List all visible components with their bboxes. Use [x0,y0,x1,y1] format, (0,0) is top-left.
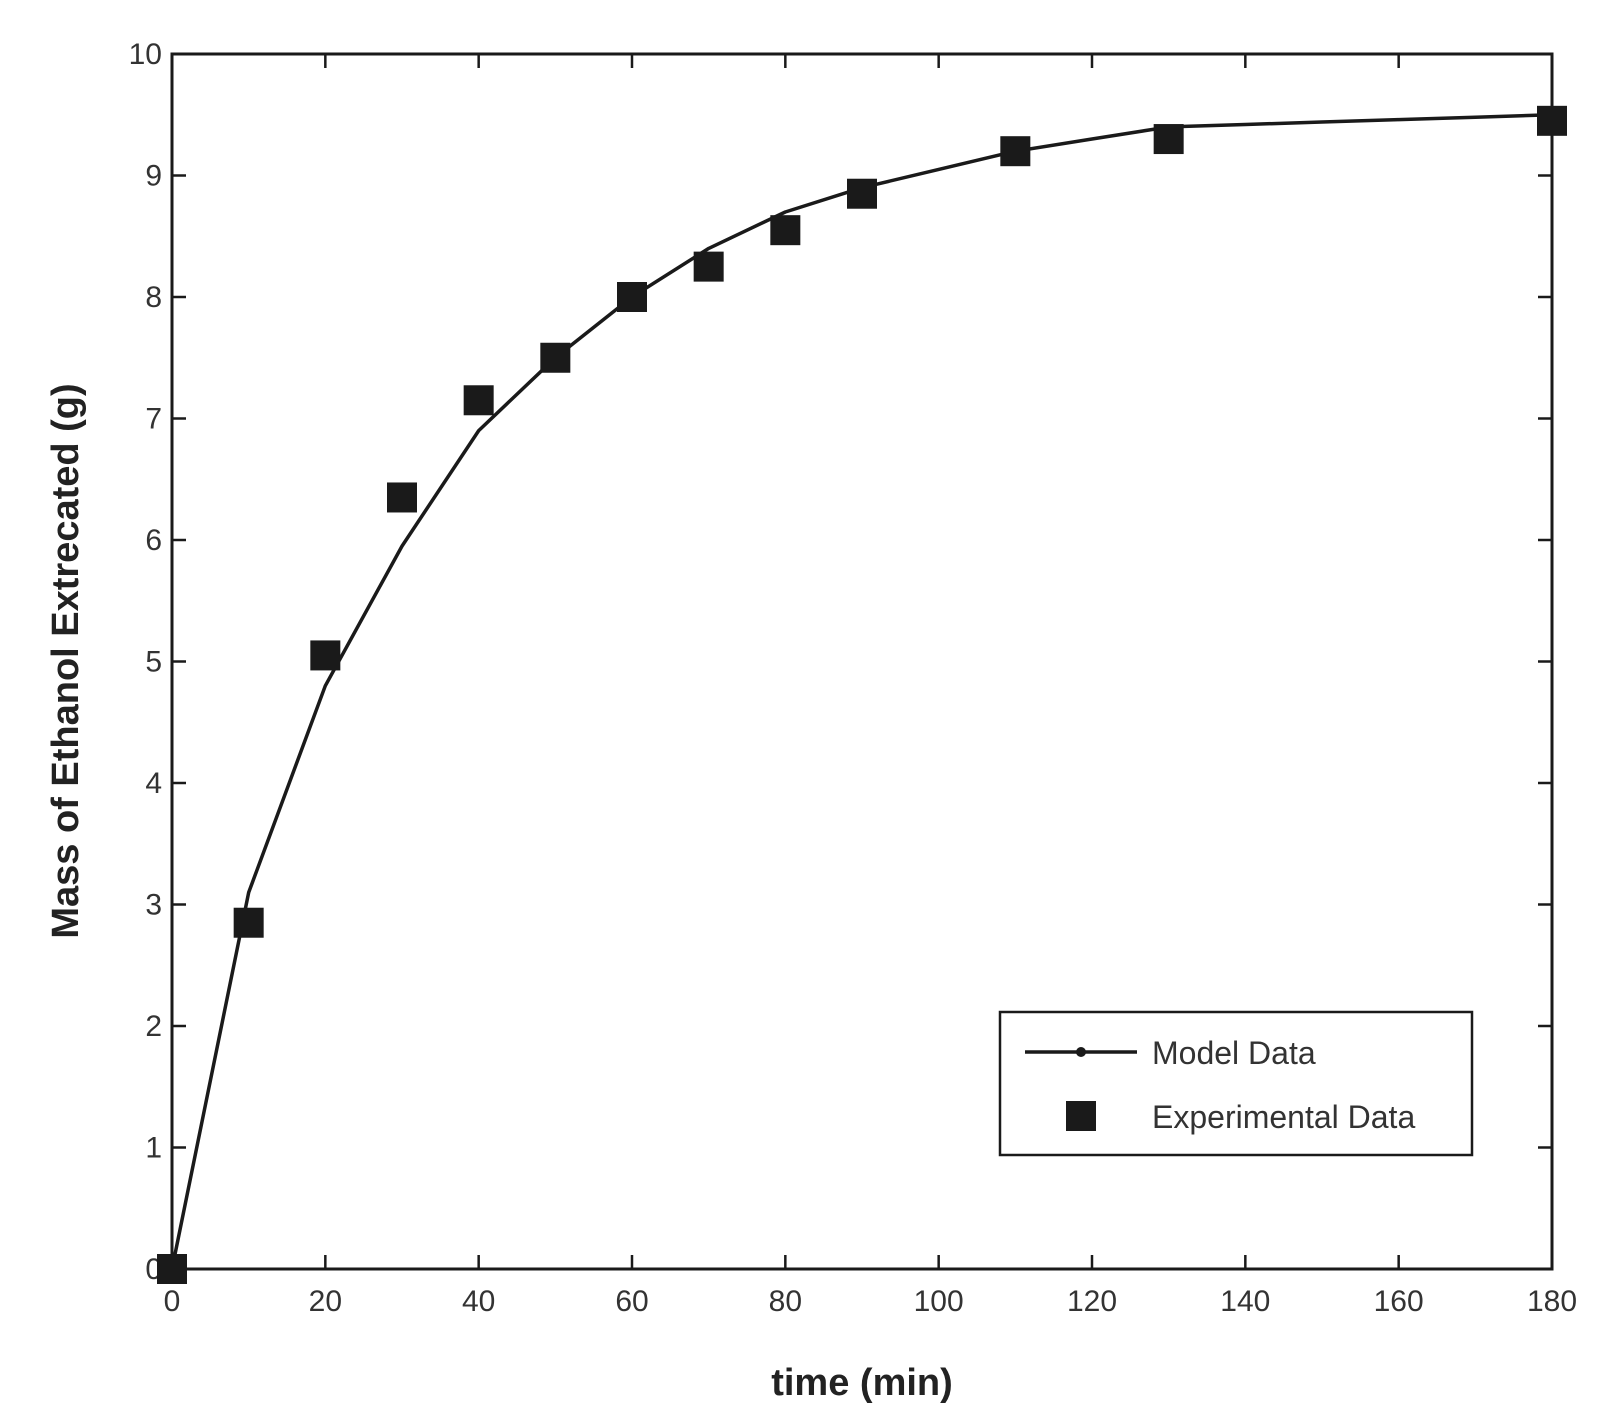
x-tick-label: 100 [914,1285,964,1318]
x-tick-label: 80 [769,1285,802,1318]
x-tick-label: 60 [615,1285,648,1318]
y-tick-label: 5 [145,646,162,679]
experimental-data-point [157,1254,187,1284]
experimental-data-point [1000,136,1031,167]
experimental-data-point [617,282,647,312]
x-axis-title: time (min) [771,1362,953,1404]
y-tick-label: 9 [145,160,162,193]
legend-model-label: Model Data [1152,1035,1316,1071]
experimental-data-point [233,907,264,938]
y-tick-label: 6 [145,524,162,557]
legend-experimental-label: Experimental Data [1152,1099,1415,1135]
legend: Model Data Experimental Data [998,1010,1474,1157]
legend-experimental-square-icon [1066,1101,1096,1131]
series-layer [157,105,1567,1284]
x-tick-label: 120 [1067,1285,1117,1318]
x-tick-label: 140 [1220,1285,1270,1318]
experimental-data-point [310,640,341,671]
experimental-data-point [1537,105,1567,136]
experimental-data-point [847,178,877,209]
x-tick-label: 0 [164,1285,181,1318]
x-axis: 0 20 40 60 80 100 120 140 160 180 [164,54,1577,1318]
experimental-data-point [387,482,417,513]
y-tick-label: 4 [145,767,162,800]
experimental-data-point [540,342,571,373]
y-axis-title: Mass of Ethanol Extrecated (g) [45,383,87,938]
y-tick-label: 2 [145,1010,162,1043]
y-tick-label: 1 [145,1132,162,1165]
y-tick-label: 3 [145,889,162,922]
x-tick-label: 20 [309,1285,342,1318]
legend-model-dot-icon [1076,1047,1086,1057]
experimental-data-point [770,215,801,246]
y-tick-label: 8 [145,281,162,314]
y-tick-label: 10 [129,38,162,71]
x-tick-label: 40 [462,1285,495,1318]
experimental-data-point [1153,124,1184,155]
y-tick-label: 7 [145,403,162,436]
legend-box [998,1010,1474,1157]
experimental-data-point [693,251,724,282]
x-tick-label: 160 [1374,1285,1424,1318]
experimental-data-point [463,385,494,416]
x-tick-label: 180 [1527,1285,1577,1318]
